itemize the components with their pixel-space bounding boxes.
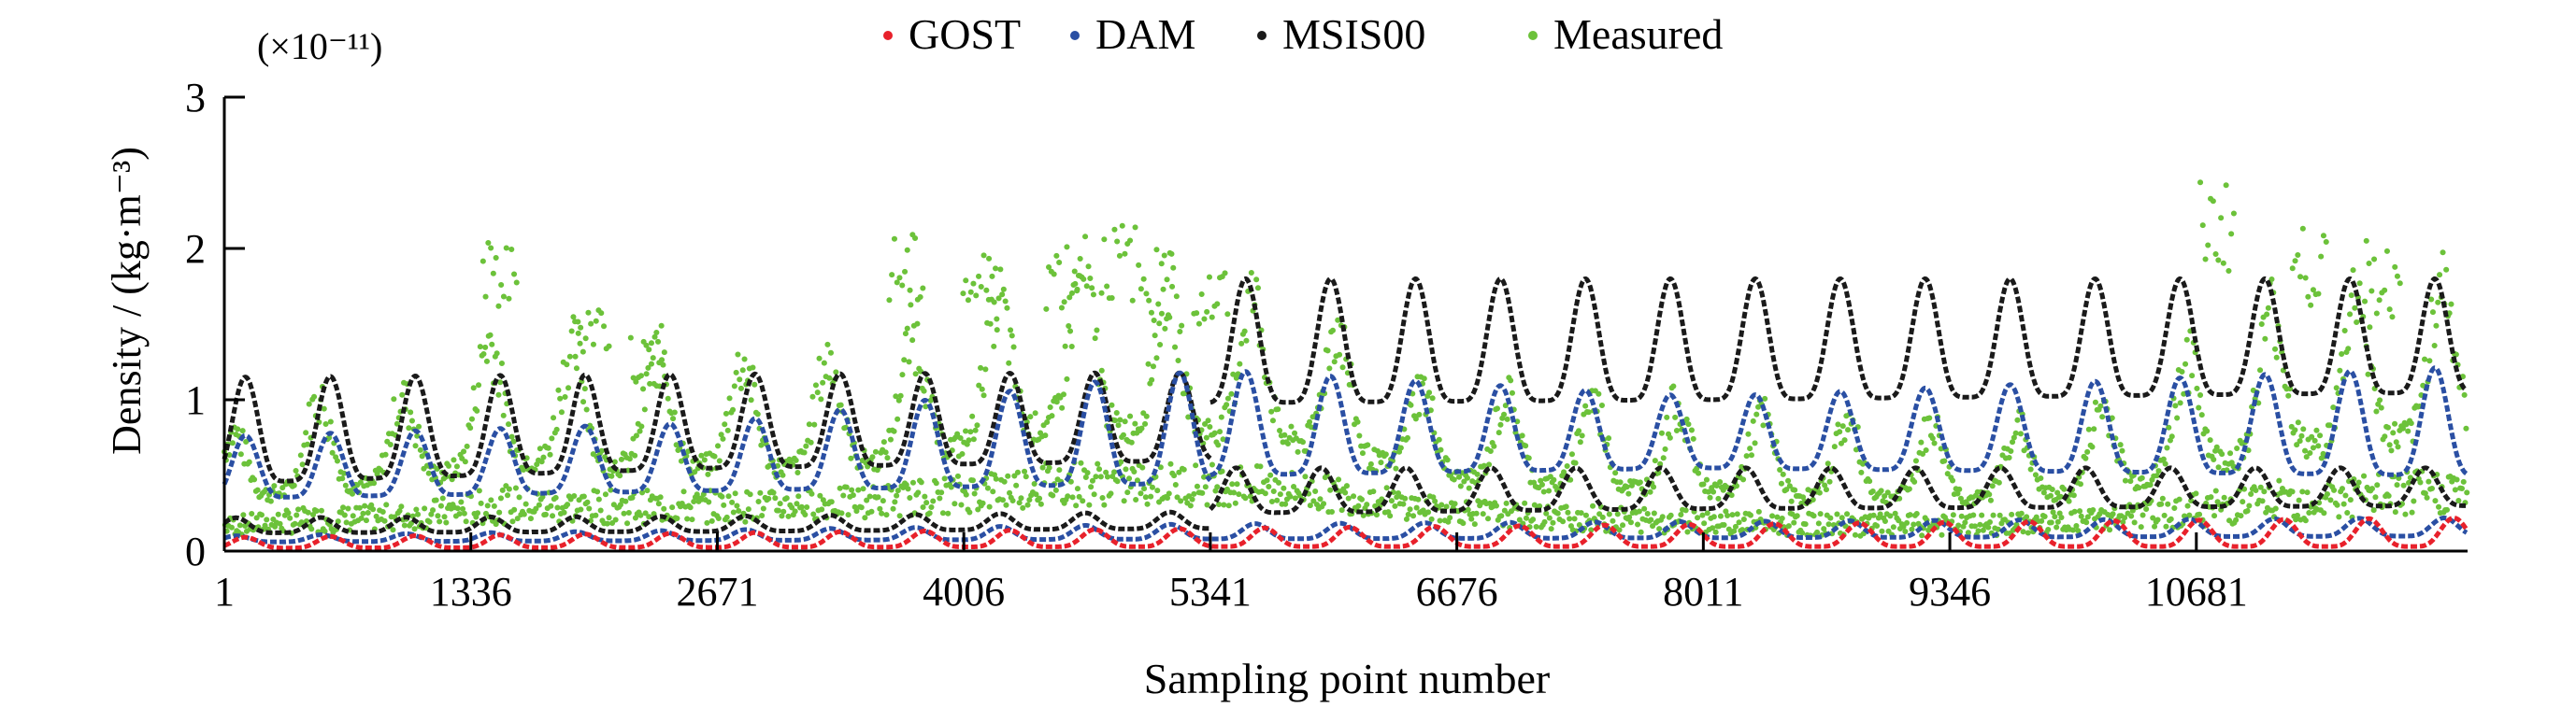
measured-spike bbox=[2363, 237, 2403, 320]
measured-spike bbox=[886, 232, 926, 304]
x-tick-label: 5341 bbox=[1169, 569, 1252, 615]
axes-layer bbox=[222, 97, 2468, 553]
series-msis00-line bbox=[222, 370, 1212, 484]
legend-item-dam: DAM bbox=[1070, 10, 1195, 58]
legend-item-gost: GOST bbox=[883, 10, 1021, 58]
measured-spike bbox=[2197, 179, 2237, 274]
x-tick-label: 1336 bbox=[430, 569, 512, 615]
x-tick-label: 6676 bbox=[1416, 569, 1498, 615]
x-tick-label: 2671 bbox=[676, 569, 758, 615]
y-tick-label: 3 bbox=[185, 75, 206, 120]
y-tick-label: 0 bbox=[185, 529, 206, 574]
series-dam-line bbox=[222, 370, 1212, 500]
x-tick-label: 1 bbox=[214, 569, 235, 615]
series-msis00-line bbox=[222, 509, 1212, 535]
series-msis00-line bbox=[1209, 465, 2469, 516]
y-multiplier-label: (×10⁻¹¹) bbox=[257, 25, 382, 67]
measured-spike bbox=[627, 334, 667, 389]
legend: GOST DAM MSIS00 Measured bbox=[883, 10, 1723, 58]
x-tick-label: 4006 bbox=[923, 569, 1005, 615]
y-tick-label: 1 bbox=[185, 377, 206, 423]
x-tick-label: 9346 bbox=[1909, 569, 1991, 615]
x-axis-label: Sampling point number bbox=[1144, 655, 1550, 702]
legend-marker bbox=[1257, 31, 1267, 40]
measured-spike bbox=[479, 240, 520, 309]
measured-spike bbox=[1191, 270, 1231, 327]
measured-spike bbox=[2289, 225, 2329, 308]
measured-points bbox=[222, 234, 2470, 539]
series-gost bbox=[222, 516, 2469, 551]
series-msis00-line bbox=[1209, 276, 2469, 405]
legend-label: DAM bbox=[1095, 10, 1195, 58]
measured-spike bbox=[1136, 247, 1176, 327]
legend-label: MSIS00 bbox=[1282, 10, 1425, 58]
legend-marker bbox=[883, 31, 893, 40]
legend-item-measured: Measured bbox=[1528, 10, 1723, 58]
legend-marker bbox=[1528, 31, 1538, 40]
legend-label: GOST bbox=[909, 10, 1021, 58]
series-dam-line bbox=[1209, 365, 2469, 478]
series-msis00 bbox=[222, 276, 2469, 535]
x-tick-label: 10681 bbox=[2145, 569, 2248, 615]
x-tick-label: 8011 bbox=[1663, 569, 1743, 615]
legend-item-msis00: MSIS00 bbox=[1257, 10, 1425, 58]
series-measured bbox=[222, 179, 2470, 539]
measured-spike bbox=[1098, 222, 1138, 304]
legend-label: Measured bbox=[1553, 10, 1723, 58]
measured-spike bbox=[1043, 244, 1083, 312]
y-axis-label: Density / (kg·m⁻³) bbox=[104, 147, 150, 455]
measured-spike bbox=[960, 252, 1000, 322]
measured-spike bbox=[572, 307, 612, 360]
y-tick-label: 2 bbox=[185, 226, 206, 272]
series-gost-line bbox=[222, 516, 2469, 551]
series-layer bbox=[222, 179, 2470, 551]
legend-marker bbox=[1070, 31, 1080, 40]
